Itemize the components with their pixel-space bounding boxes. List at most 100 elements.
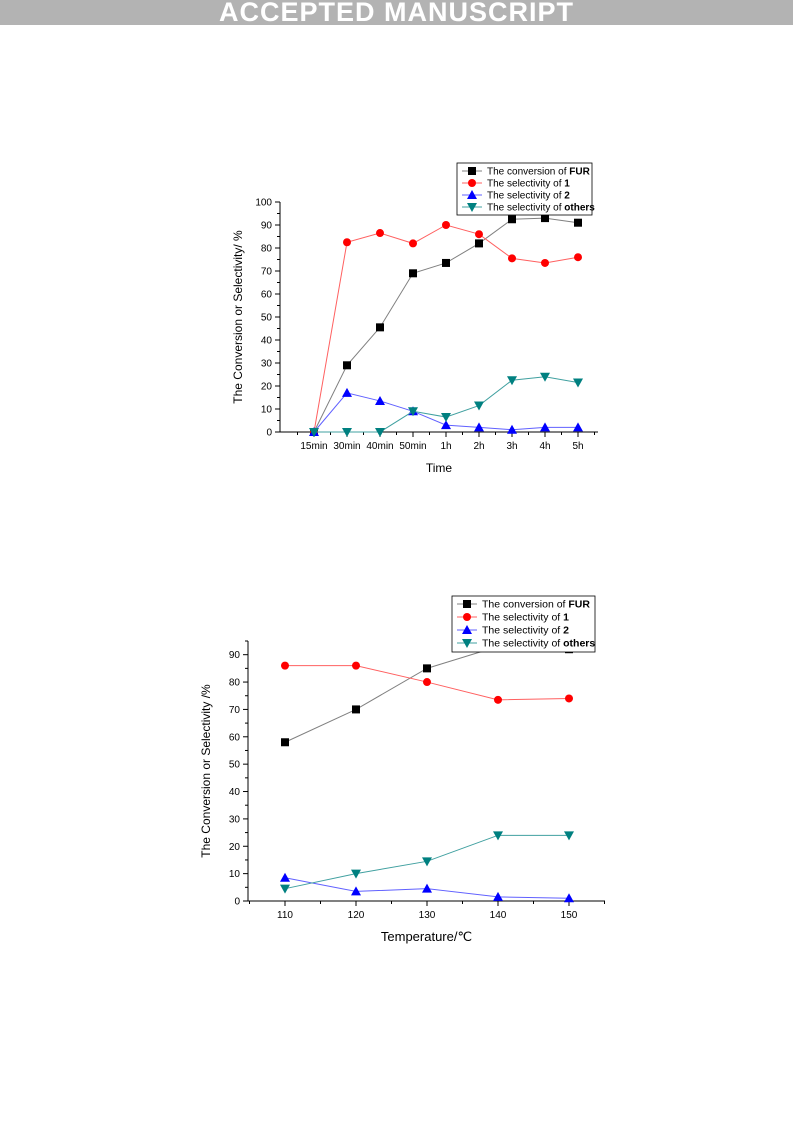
- data-point: [409, 239, 417, 248]
- data-point: [409, 269, 417, 278]
- y-axis-title: The Conversion or Selectivity/ %: [231, 230, 245, 404]
- x-tick-label: 120: [348, 910, 365, 921]
- y-tick-label: 60: [261, 290, 273, 301]
- data-point: [343, 238, 351, 247]
- series-1: [281, 661, 573, 704]
- data-point: [474, 422, 484, 432]
- data-point: [508, 215, 516, 224]
- data-point: [351, 869, 361, 879]
- data-point: [574, 218, 582, 227]
- legend-marker: [462, 639, 472, 648]
- series-2: [309, 387, 583, 436]
- data-point: [352, 705, 360, 714]
- legend-label: The conversion of FUR: [487, 167, 591, 178]
- series-line: [284, 645, 570, 743]
- legend-marker: [467, 203, 477, 212]
- y-tick-label: 70: [261, 267, 273, 278]
- y-tick-label: 0: [266, 428, 272, 439]
- y-tick-label: 80: [261, 244, 273, 255]
- series-2: [280, 872, 574, 903]
- series-line: [313, 224, 579, 433]
- y-axis: 0 10 20 30 40 50 60 70 80 90: [229, 640, 248, 908]
- legend-marker: [468, 179, 476, 187]
- x-axis-title: Time: [426, 461, 453, 475]
- data-point: [565, 694, 573, 703]
- series-0: [310, 214, 582, 436]
- data-point: [564, 831, 574, 841]
- y-tick-label: 20: [229, 842, 241, 853]
- y-tick-label: 50: [261, 313, 273, 324]
- x-axis-title: Temperature/℃: [381, 929, 472, 944]
- data-point: [281, 661, 289, 670]
- data-point: [342, 428, 352, 437]
- series-1: [310, 221, 582, 436]
- data-point: [423, 664, 431, 673]
- x-tick-label: 4h: [539, 441, 550, 452]
- y-tick-label: 90: [229, 650, 241, 661]
- data-point: [573, 378, 583, 388]
- data-point: [422, 883, 432, 893]
- legend-marker: [467, 190, 477, 199]
- legend-box: [456, 162, 593, 216]
- data-point: [493, 891, 503, 901]
- data-point: [352, 661, 360, 670]
- data-point: [375, 428, 385, 437]
- legend-label: The conversion of FUR: [482, 599, 590, 611]
- legend-label: The selectivity of 2: [482, 625, 569, 637]
- legend-label: The selectivity of others: [482, 638, 595, 650]
- legend: The conversion of FUR The selectivity of …: [451, 595, 596, 653]
- y-tick-label: 40: [261, 336, 273, 347]
- data-point: [475, 239, 483, 248]
- x-tick-label: 110: [277, 910, 293, 921]
- legend-marker: [463, 613, 471, 621]
- x-tick-label: 50min: [399, 441, 426, 452]
- data-point: [540, 372, 550, 382]
- data-point: [376, 229, 384, 238]
- data-point: [309, 428, 319, 437]
- data-point: [280, 872, 290, 882]
- series-0: [281, 642, 573, 747]
- x-axis: 110 120 130 140 150: [249, 901, 605, 921]
- data-point: [507, 376, 517, 386]
- data-point: [280, 884, 290, 894]
- y-tick-label: 10: [229, 869, 241, 880]
- x-tick-label: 2h: [473, 441, 484, 452]
- x-tick-label: 1h: [440, 441, 451, 452]
- data-point: [343, 361, 351, 370]
- data-point: [507, 424, 517, 434]
- x-tick-label: 150: [561, 910, 578, 921]
- y-tick-label: 90: [261, 221, 273, 232]
- legend-label: The selectivity of others: [487, 203, 595, 214]
- y-axis: 0 10 20 30 40 50 60 70 80 90 100: [255, 198, 280, 439]
- series-3: [280, 831, 574, 894]
- x-tick-label: 15min: [300, 441, 327, 452]
- data-point: [342, 387, 352, 397]
- x-tick-label: 5h: [572, 441, 583, 452]
- data-point: [422, 857, 432, 867]
- legend-label: The selectivity of 1: [487, 179, 570, 190]
- series-line: [313, 217, 579, 433]
- data-point: [564, 893, 574, 903]
- accepted-manuscript-banner: ACCEPTED MANUSCRIPT: [0, 0, 793, 26]
- y-tick-label: 80: [229, 678, 241, 689]
- data-point: [574, 253, 582, 262]
- y-tick-label: 40: [229, 787, 241, 798]
- legend-marker: [463, 600, 471, 608]
- legend-marker: [462, 625, 472, 634]
- y-tick-label: 70: [229, 705, 241, 716]
- data-point: [493, 831, 503, 841]
- data-point: [541, 214, 549, 223]
- y-tick-label: 60: [229, 732, 241, 743]
- legend-label: The selectivity of 2: [487, 191, 570, 202]
- y-tick-label: 0: [234, 897, 240, 908]
- x-tick-label: 30min: [333, 441, 360, 452]
- data-point: [423, 678, 431, 687]
- data-point: [541, 258, 549, 267]
- data-point: [474, 401, 484, 411]
- chart-conversion-vs-temperature: 0 10 20 30 40 50 60 70 80 90 110 120 130 140 150 Temper…: [199, 595, 605, 944]
- y-tick-label: 30: [229, 814, 241, 825]
- x-tick-label: 40min: [366, 441, 393, 452]
- data-point: [475, 230, 483, 239]
- x-tick-label: 3h: [506, 441, 517, 452]
